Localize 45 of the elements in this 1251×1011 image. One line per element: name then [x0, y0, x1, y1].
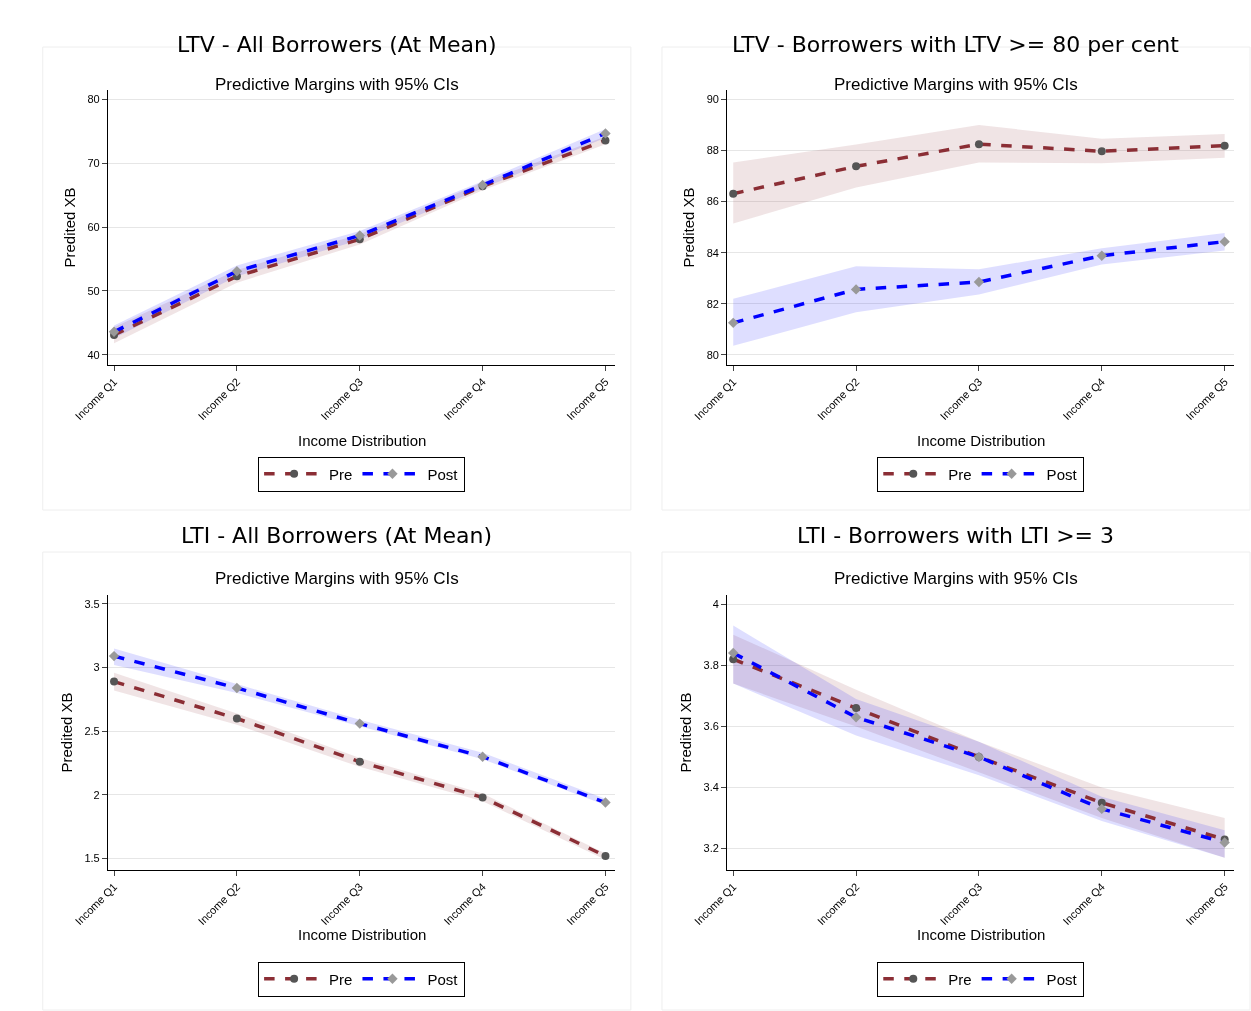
- legend-label: Post: [1046, 970, 1078, 988]
- y-axis-title: Predited XB: [679, 187, 697, 268]
- y-tick-label: 40: [87, 348, 100, 361]
- y-axis-title: Predited XB: [60, 187, 78, 268]
- y-tick-label: 90: [706, 93, 719, 106]
- y-tick-label: 82: [706, 297, 719, 310]
- chart-subtitle: Predictive Margins with 95% CIs: [215, 569, 459, 588]
- y-tick-label: 3.6: [703, 720, 719, 733]
- chart-title: LTI - Borrowers with LTI >= 3: [797, 523, 1115, 548]
- y-axis-title: Predited XB: [57, 692, 75, 773]
- x-axis-title: Income Distribution: [298, 432, 427, 449]
- x-axis-title: Income Distribution: [917, 432, 1046, 449]
- chart-title: LTI - All Borrowers (At Mean): [181, 523, 492, 548]
- legend-label: Pre: [329, 970, 353, 988]
- y-tick-label: 60: [87, 221, 100, 234]
- legend-label: Pre: [948, 465, 972, 483]
- y-tick-label: 2: [93, 788, 100, 801]
- legend-label: Post: [427, 465, 459, 483]
- legend-label: Post: [427, 970, 459, 988]
- chart-title: LTV - All Borrowers (At Mean): [177, 32, 497, 57]
- y-tick-label: 4: [712, 598, 719, 611]
- legend-label: Pre: [329, 465, 353, 483]
- legend-label: Pre: [948, 970, 972, 988]
- y-tick-label: 3.2: [703, 842, 719, 855]
- chart-subtitle: Predictive Margins with 95% CIs: [834, 569, 1078, 588]
- chart-title: LTV - Borrowers with LTV >= 80 per cent: [732, 32, 1180, 57]
- chart-subtitle: Predictive Margins with 95% CIs: [215, 75, 459, 94]
- x-axis-title: Income Distribution: [917, 926, 1046, 943]
- y-tick-label: 86: [706, 195, 719, 208]
- y-tick-label: 2.5: [84, 725, 100, 738]
- y-tick-label: 84: [706, 246, 719, 259]
- y-tick-label: 3: [93, 661, 100, 674]
- y-tick-label: 3.8: [703, 659, 719, 672]
- y-tick-label: 80: [87, 93, 100, 106]
- x-axis-title: Income Distribution: [298, 926, 427, 943]
- y-axis-title: Predited XB: [676, 692, 694, 773]
- y-tick-label: 3.5: [84, 597, 100, 610]
- y-tick-label: 50: [87, 284, 100, 297]
- y-tick-label: 80: [706, 348, 719, 361]
- y-tick-label: 1.5: [84, 852, 100, 865]
- y-tick-label: 88: [706, 144, 719, 157]
- chart-subtitle: Predictive Margins with 95% CIs: [834, 75, 1078, 94]
- y-tick-label: 70: [87, 157, 100, 170]
- legend-label: Post: [1046, 465, 1078, 483]
- y-tick-label: 3.4: [703, 781, 719, 794]
